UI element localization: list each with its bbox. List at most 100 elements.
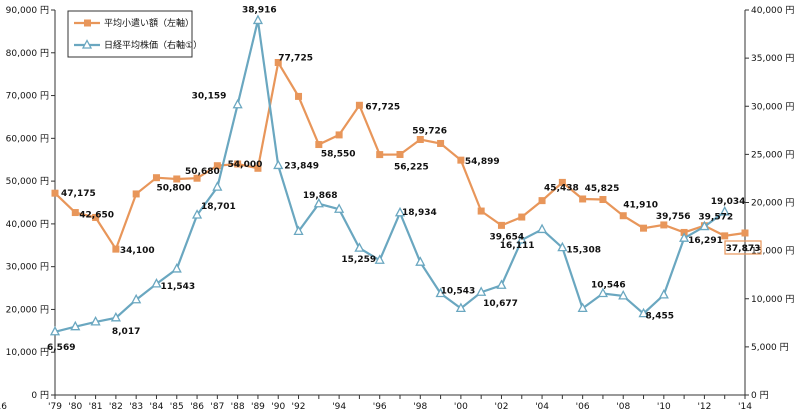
nikkei-point bbox=[557, 241, 568, 252]
allowance-point bbox=[721, 232, 729, 240]
x-axis-tick-label: '87 bbox=[210, 402, 224, 412]
nikkei-point bbox=[374, 254, 385, 264]
nikkei-data-label: 19,034 bbox=[711, 197, 746, 207]
allowance-point bbox=[619, 212, 627, 220]
nikkei-data-label: 38,916 bbox=[242, 5, 277, 15]
allowance-point bbox=[741, 229, 749, 237]
allowance-data-label: 50,800 bbox=[156, 184, 191, 194]
nikkei-data-label: 10,543 bbox=[441, 287, 476, 297]
right-axis-tick-label: 35,000 円 bbox=[751, 53, 794, 64]
allowance-point bbox=[579, 195, 587, 203]
x-axis-tick-label: '85 bbox=[170, 402, 184, 412]
allowance-point bbox=[396, 150, 404, 158]
nikkei-point bbox=[49, 325, 61, 336]
allowance-data-label: 39,756 bbox=[656, 212, 691, 222]
right-axis-tick-label: 25,000 円 bbox=[751, 149, 794, 160]
left-axis-tick-label: 0 円 bbox=[31, 390, 49, 401]
nikkei-point bbox=[191, 209, 203, 219]
nikkei-point bbox=[577, 302, 588, 313]
allowance-point bbox=[112, 245, 120, 253]
left-axis-tick-label: 80,000 円 bbox=[6, 48, 49, 59]
x-axis-tick-label: '81 bbox=[89, 402, 103, 412]
nikkei-point bbox=[90, 315, 101, 326]
allowance-point bbox=[51, 189, 59, 197]
nikkei-point bbox=[699, 220, 710, 231]
allowance-point bbox=[152, 174, 160, 182]
allowance-point bbox=[457, 156, 465, 164]
nikkei-point bbox=[455, 302, 466, 313]
x-axis-tick-label: '89 bbox=[251, 402, 265, 412]
nikkei-point bbox=[70, 320, 81, 331]
right-axis-tick-label: 15,000 円 bbox=[751, 246, 794, 257]
allowance-point bbox=[437, 139, 445, 147]
x-axis-tick-label: '12 bbox=[697, 402, 711, 412]
left-axis-tick-label: 20,000 円 bbox=[6, 304, 49, 315]
nikkei-point bbox=[151, 278, 162, 288]
nikkei-point bbox=[293, 225, 304, 236]
allowance-point bbox=[254, 164, 262, 172]
left-axis-tick-label: 10,000 円 bbox=[6, 347, 49, 358]
legend-marker bbox=[81, 39, 93, 49]
nikkei-point bbox=[435, 287, 446, 298]
allowance-data-label: 45,825 bbox=[585, 184, 620, 194]
allowance-point bbox=[173, 175, 181, 183]
nikkei-data-label: 11,543 bbox=[160, 282, 195, 292]
allowance-data-label: 45,438 bbox=[544, 184, 579, 194]
nikkei-point bbox=[618, 289, 629, 300]
allowance-data-label: 37,873 bbox=[726, 244, 761, 254]
allowance-point bbox=[355, 101, 363, 109]
nikkei-data-label: 10,546 bbox=[591, 280, 626, 290]
allowance-data-label: 39,572 bbox=[698, 213, 733, 223]
nikkei-point bbox=[719, 205, 730, 216]
nikkei-point bbox=[252, 14, 264, 25]
x-axis-tick-label: '06 bbox=[576, 402, 590, 412]
nikkei-point bbox=[131, 293, 142, 304]
allowance-data-label: 58,550 bbox=[321, 150, 356, 160]
right-axis-tick-label: 5,000 円 bbox=[751, 342, 789, 353]
allowance-point bbox=[376, 151, 384, 159]
left-axis-tick-label: 30,000 円 bbox=[6, 262, 49, 273]
nikkei-point bbox=[313, 197, 324, 208]
nikkei-data-label: 16,291 bbox=[688, 236, 723, 246]
x-axis-tick-label: '00 bbox=[454, 402, 468, 412]
nikkei-data-label: 19,868 bbox=[303, 191, 338, 201]
x-axis-tick-label: '86 bbox=[190, 402, 204, 412]
nikkei-point bbox=[232, 98, 243, 109]
left-axis-tick-label: 90,000 円 bbox=[6, 5, 49, 16]
x-axis-tick-label: '98 bbox=[413, 402, 427, 412]
nikkei-point bbox=[658, 289, 669, 299]
right-axis-tick-label: 10,000 円 bbox=[751, 294, 794, 305]
legend-label: 平均小遣い額（左軸） bbox=[104, 17, 194, 29]
nikkei-data-label: 10,677 bbox=[483, 299, 518, 309]
left-axis-tick-label: 40,000 円 bbox=[6, 219, 49, 230]
nikkei-point bbox=[354, 242, 365, 252]
allowance-data-label: 47,175 bbox=[61, 189, 96, 199]
nikkei-point bbox=[212, 181, 223, 191]
nikkei-point bbox=[476, 286, 487, 296]
x-axis-tick-label: '10 bbox=[657, 402, 671, 412]
nikkei-point bbox=[273, 159, 284, 170]
nikkei-point bbox=[415, 256, 426, 266]
nikkei-data-label: 15,259 bbox=[341, 255, 376, 265]
axes: 0 円 10,000 円 20,000 円 30,000 円 40,000 円 50,00… bbox=[0, 5, 794, 412]
right-axis-tick-label: 0 円 bbox=[751, 390, 769, 401]
left-axis-tick-label: 70,000 円 bbox=[6, 91, 49, 102]
nikkei-point bbox=[394, 206, 406, 217]
data-labels: 47,175 42,650 34,100 50,800 50,680 54,000 77,7… bbox=[47, 5, 762, 353]
nikkei-point bbox=[516, 234, 527, 244]
allowance-point bbox=[71, 209, 79, 217]
allowance-data-label: 42,650 bbox=[79, 211, 114, 221]
nikkei-data-label: 18,934 bbox=[402, 208, 437, 218]
x-axis-tick-label: '80 bbox=[68, 402, 82, 412]
allowance-data-label: 54,000 bbox=[228, 160, 263, 170]
allowance-point bbox=[558, 178, 566, 186]
allowance-point bbox=[518, 213, 526, 221]
legend-label: 日経平均株価（右軸①） bbox=[104, 39, 202, 51]
allowance-data-label: 56,225 bbox=[394, 162, 429, 172]
x-axis-tick-label: '14 bbox=[738, 402, 752, 412]
allowance-data-label: 67,725 bbox=[365, 102, 400, 112]
x-axis-tick-label: '16 bbox=[0, 402, 7, 412]
nikkei-data-label: 15,308 bbox=[566, 246, 601, 256]
allowance-point bbox=[477, 207, 485, 215]
